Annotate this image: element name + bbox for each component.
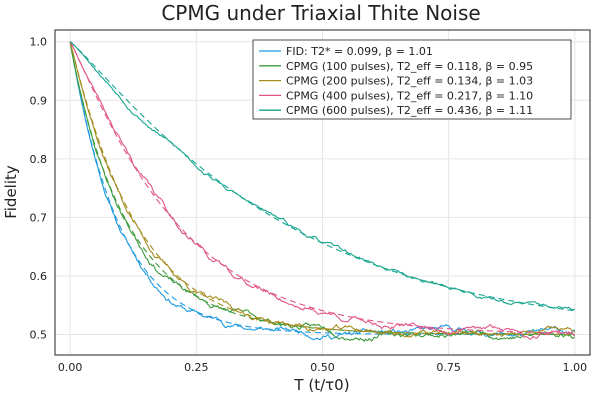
x-tick-label: 0.50: [310, 361, 335, 374]
y-tick-label: 0.8: [30, 153, 48, 166]
x-tick-label: 0.00: [58, 361, 83, 374]
y-tick-label: 0.5: [30, 329, 48, 342]
legend-entry: CPMG (100 pulses), T2_eff = 0.118, β = 0…: [286, 60, 533, 73]
x-tick-label: 0.25: [184, 361, 209, 374]
legend-entry: CPMG (400 pulses), T2_eff = 0.217, β = 1…: [286, 89, 533, 102]
fit-line-4: [69, 41, 575, 334]
legend-box: [252, 39, 572, 120]
plot-frame: [54, 29, 591, 356]
x-tick-label: 1.00: [563, 361, 588, 374]
y-tick-label: 0.7: [30, 211, 48, 224]
series-lines: [69, 41, 576, 343]
series-line-2: [69, 41, 576, 343]
x-tick-label: 0.75: [436, 361, 461, 374]
legend-entry: CPMG (200 pulses), T2_eff = 0.134, β = 1…: [286, 75, 533, 88]
fit-line-5: [69, 41, 575, 312]
legend-entry: FID: T2* = 0.099, β = 1.01: [286, 45, 433, 58]
legend: FID: T2* = 0.099, β = 1.01 CPMG (100 puls…: [252, 39, 572, 120]
y-tick-label: 0.9: [30, 94, 48, 107]
y-tick-label: 1.0: [30, 36, 48, 49]
chart-title: CPMG under Triaxial Thite Noise: [161, 1, 480, 25]
series-line-4: [69, 41, 576, 340]
y-tick-label: 0.6: [30, 270, 48, 283]
y-axis-label: Fidelity: [2, 165, 20, 219]
series-line-3: [69, 41, 576, 338]
axis-ticks: 0.00 0.25 0.50 0.75 1.00 0.5 0.6 0.7 0.8 0.9 1.0: [30, 36, 588, 374]
x-axis-label: T (t/τ0): [293, 376, 349, 394]
legend-entry: CPMG (600 pulses), T2_eff = 0.436, β = 1…: [286, 104, 533, 117]
series-line-5: [69, 41, 575, 311]
